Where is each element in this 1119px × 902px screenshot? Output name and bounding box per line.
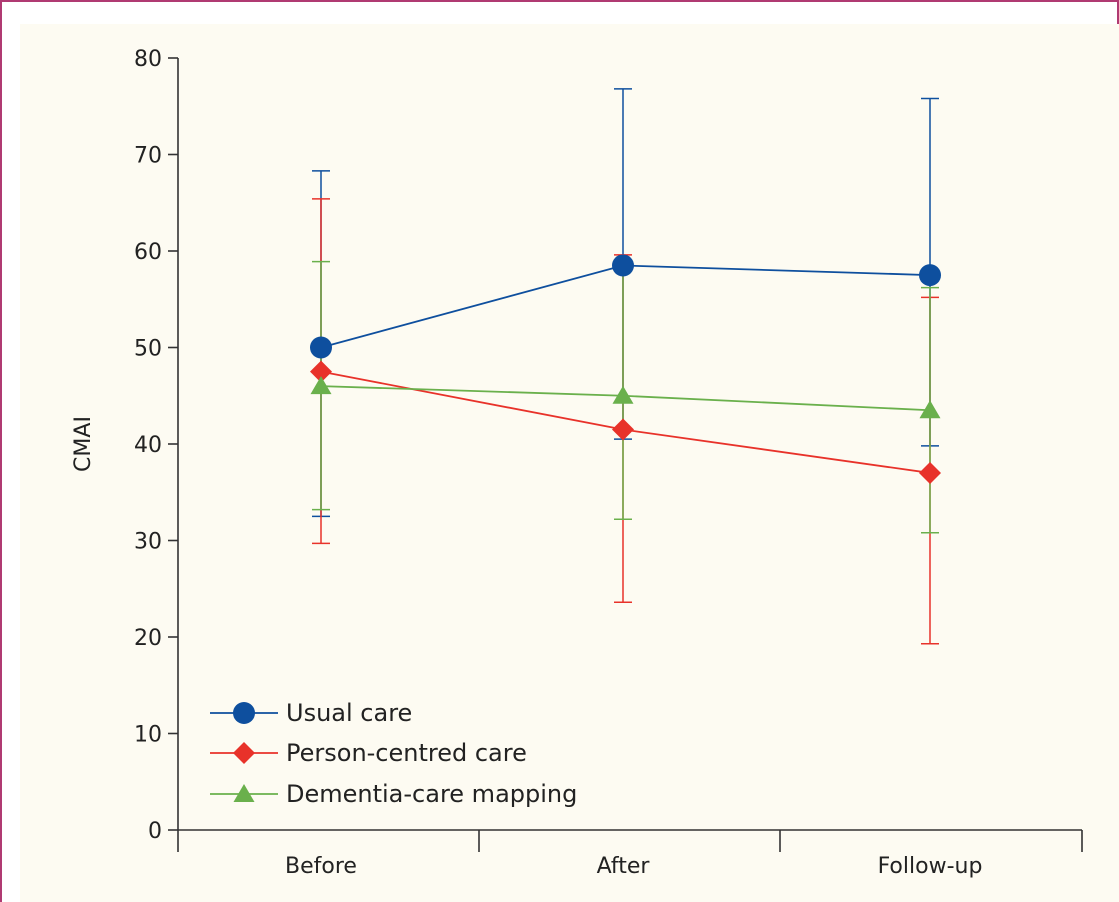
y-tick-label: 70	[134, 144, 162, 169]
y-axis-title: CMAI	[71, 416, 96, 472]
legend-label-person-centred-care: Person-centred care	[286, 739, 527, 767]
x-tick-label: Before	[285, 854, 357, 879]
legend: Usual care Person-centred care Dementia-ca…	[210, 699, 577, 808]
y-tick-label: 10	[134, 723, 162, 748]
y-tick-label: 20	[134, 626, 162, 651]
error-bars	[312, 88, 939, 645]
legend-marker-person-centred-care	[233, 742, 255, 764]
dementia-care-mapping-point	[310, 376, 332, 395]
chart-panel: 0 10 20 30 40 50 60 70 80 Before After Follow-up CMA…	[20, 24, 1119, 902]
chart-svg: 0 10 20 30 40 50 60 70 80 Before After Follow-up CMA…	[71, 47, 1083, 879]
usual-care-line	[320, 264, 931, 349]
legend-marker-usual-care	[233, 702, 255, 724]
y-tick-label: 60	[134, 240, 162, 265]
y-tick-label: 30	[134, 530, 162, 555]
y-tick-label: 0	[148, 819, 162, 844]
x-tick-label: After	[597, 854, 651, 879]
dementia-care-mapping-point	[612, 385, 634, 404]
usual-care-point	[612, 254, 634, 277]
usual-care-point	[310, 336, 332, 359]
legend-marker-dementia-care-mapping	[233, 784, 255, 802]
person-centred-care-point	[919, 461, 941, 484]
x-tick-label: Follow-up	[878, 854, 983, 879]
legend-label-usual-care: Usual care	[286, 699, 412, 727]
axes: 0 10 20 30 40 50 60 70 80 Before After Follow-up CMA…	[71, 47, 1083, 879]
legend-label-dementia-care-mapping: Dementia-care mapping	[286, 780, 577, 808]
y-tick-label: 40	[134, 433, 162, 458]
y-tick-label: 80	[134, 47, 162, 72]
person-centred-care-point	[612, 418, 634, 441]
data-markers	[310, 254, 941, 484]
dementia-care-mapping-point	[919, 400, 941, 419]
series-lines	[320, 264, 931, 474]
usual-care-point	[919, 264, 941, 287]
y-tick-label: 50	[134, 337, 162, 362]
person-centred-care-point	[310, 360, 332, 383]
